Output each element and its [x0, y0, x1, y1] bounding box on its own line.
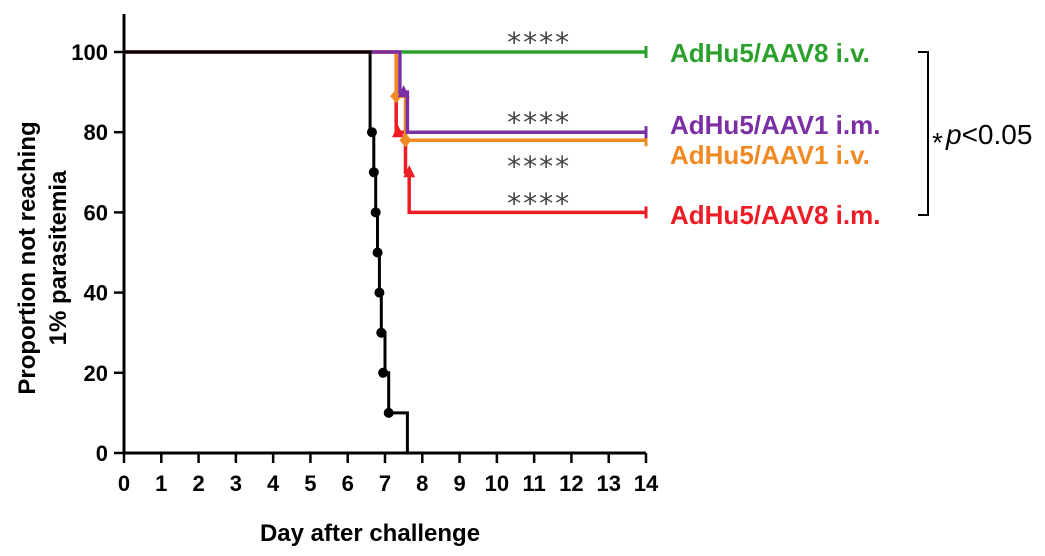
data-point	[376, 327, 387, 338]
significance-stars: ****	[507, 150, 571, 183]
x-tick-label: 5	[304, 471, 316, 496]
series-label-2: AdHu5/AAV1 i.m.	[670, 110, 880, 140]
y-axis-title-line2: 1% parasitemia	[45, 170, 72, 345]
data-point	[383, 407, 394, 418]
x-tick-label: 7	[379, 471, 391, 496]
data-point	[372, 247, 383, 258]
x-tick-label: 2	[192, 471, 204, 496]
x-tick-label: 11	[523, 471, 546, 496]
x-tick-label: 12	[559, 471, 583, 496]
x-tick-label: 3	[230, 471, 242, 496]
significance-stars: ****	[507, 106, 571, 139]
y-tick-label: 40	[84, 281, 108, 306]
y-tick-label: 60	[84, 200, 108, 225]
data-point	[397, 85, 410, 98]
y-tick-label: 0	[96, 441, 108, 466]
series-label-1: AdHu5/AAV8 i.v.	[670, 38, 870, 68]
data-point	[374, 287, 385, 298]
series-label-3: AdHu5/AAV1 i.v.	[670, 140, 870, 170]
annotations-layer: **** **** **** **** AdHu5/AAV8 i.v. AdHu5/AAV…	[507, 26, 1032, 230]
significance-stars: ****	[507, 26, 571, 59]
significance-stars: ****	[507, 187, 571, 220]
bracket-star: *	[932, 127, 943, 158]
x-tick-label: 8	[416, 471, 428, 496]
x-tick-label: 9	[453, 471, 465, 496]
x-tick-label: 0	[118, 471, 130, 496]
series-line-0	[124, 50, 409, 453]
data-point	[399, 133, 412, 148]
bracket-pvalue: p<0.05	[945, 119, 1032, 150]
x-tick-label: 1	[155, 471, 167, 496]
data-point	[403, 165, 416, 178]
y-tick-label: 20	[84, 361, 108, 386]
series-label-4: AdHu5/AAV8 i.m.	[670, 200, 880, 230]
axes	[122, 14, 646, 455]
series-layer	[124, 46, 648, 453]
y-axis-title-line1: Proportion not reaching	[14, 121, 41, 394]
x-tick-label: 4	[267, 471, 280, 496]
x-tick-label: 13	[596, 471, 620, 496]
y-tick-label: 80	[84, 120, 108, 145]
y-tick-label: 100	[71, 40, 108, 65]
x-axis-title: Day after challenge	[260, 520, 480, 547]
labels-layer: Day after challenge Proportion not reach…	[14, 121, 480, 547]
significance-bracket	[918, 51, 929, 216]
data-point	[370, 207, 381, 218]
x-tick-label: 14	[634, 471, 659, 496]
data-point	[366, 127, 377, 138]
x-tick-label: 10	[485, 471, 509, 496]
data-point	[368, 167, 379, 178]
data-point	[392, 125, 405, 138]
x-tick-label: 6	[342, 471, 354, 496]
data-point	[378, 367, 389, 378]
